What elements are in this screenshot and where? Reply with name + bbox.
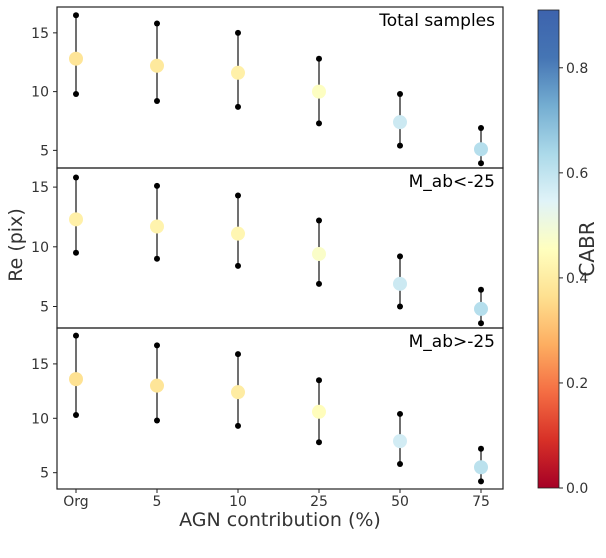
upper-bound-point [397,410,403,417]
lower-bound-point [154,417,160,424]
y-tick-label: 5 [40,300,49,316]
colorbar-gradient [537,9,560,489]
upper-bound-point [397,90,403,97]
x-tick-label: 5 [153,494,162,510]
colorbar-tick-label: 0.4 [566,271,588,287]
upper-bound-point [478,445,484,452]
lower-bound-point [73,249,79,256]
mean-point [393,115,407,130]
y-tick-label: 5 [40,466,49,482]
colorbar: 0.0 0.2 0.4 0.6 0.8 CABR [537,9,599,497]
colorbar-tick-label: 0.8 [566,61,588,77]
panel-frame [56,6,504,169]
y-axis-label: Re (pix) [5,208,27,282]
lower-bound-point [478,478,484,485]
lower-bound-point [154,255,160,262]
upper-bound-point [316,217,322,224]
x-tick-label: Org [63,494,88,510]
mean-point [69,212,83,227]
panel-label: M_ab<-25 [409,172,495,192]
mean-point [231,65,245,80]
lower-bound-point [478,160,484,167]
lower-bound-point [478,320,484,327]
plot-area: 5 10 15 Total samples 5 10 15 M_ab<-25 5 10 15 M_ab… [31,6,504,510]
mean-point [393,434,407,449]
upper-bound-point [478,125,484,132]
colorbar-tick-label: 0.6 [566,166,588,182]
lower-bound-point [397,303,403,310]
upper-bound-point [235,192,241,199]
lower-bound-point [316,120,322,127]
mean-point [474,460,488,475]
lower-bound-point [73,412,79,419]
upper-bound-point [235,351,241,358]
mean-point [312,84,326,99]
lower-bound-point [397,460,403,467]
y-tick-label: 10 [31,85,49,101]
colorbar-label: CABR [575,221,599,276]
upper-bound-point [73,332,79,339]
colorbar-ticks: 0.0 0.2 0.4 0.6 0.8 [559,61,588,497]
x-tick-label: 75 [472,494,490,510]
mean-point [231,385,245,400]
y-tick-label: 10 [31,240,49,256]
panel-frame [56,327,504,490]
lower-bound-point [235,422,241,429]
colorbar-tick-label: 0.0 [566,481,588,497]
upper-bound-point [397,253,403,260]
y-tick-label: 5 [40,143,49,159]
lower-bound-point [73,90,79,97]
mean-point [312,404,326,419]
upper-bound-point [154,182,160,189]
mean-point [231,226,245,241]
y-tick-label: 15 [31,26,49,42]
mean-point [474,142,488,157]
y-tick-label: 15 [31,180,49,196]
mean-point [150,219,164,234]
mean-point [69,372,83,387]
upper-bound-point [73,174,79,181]
x-axis-label: AGN contribution (%) [179,509,381,531]
upper-bound-point [154,342,160,349]
lower-bound-point [154,98,160,105]
y-tick-label: 15 [31,357,49,373]
upper-bound-point [316,377,322,384]
x-tick-label: 10 [229,494,247,510]
mean-point [312,246,326,261]
y-tick-label: 10 [31,411,49,427]
mean-point [69,51,83,66]
upper-bound-point [235,29,241,36]
mean-point [150,378,164,393]
panel-1: 5 10 15 Total samples [31,6,504,169]
colorbar-tick-label: 0.2 [566,376,588,392]
lower-bound-point [316,439,322,446]
lower-bound-point [316,280,322,287]
upper-bound-point [154,20,160,27]
x-tick-label: 25 [310,494,328,510]
mean-point [474,301,488,316]
panel-frame [56,167,504,329]
upper-bound-point [316,55,322,62]
mean-point [393,276,407,291]
lower-bound-point [397,142,403,149]
panel-2: 5 10 15 M_ab<-25 [31,167,504,329]
upper-bound-point [73,12,79,19]
x-tick-label: 50 [391,494,409,510]
panel-label: Total samples [378,11,495,31]
panel-3: 5 10 15 M_ab>-25 [31,327,504,490]
mean-point [150,58,164,73]
panel-label: M_ab>-25 [409,332,495,352]
lower-bound-point [235,103,241,110]
lower-bound-point [235,262,241,269]
upper-bound-point [478,286,484,293]
